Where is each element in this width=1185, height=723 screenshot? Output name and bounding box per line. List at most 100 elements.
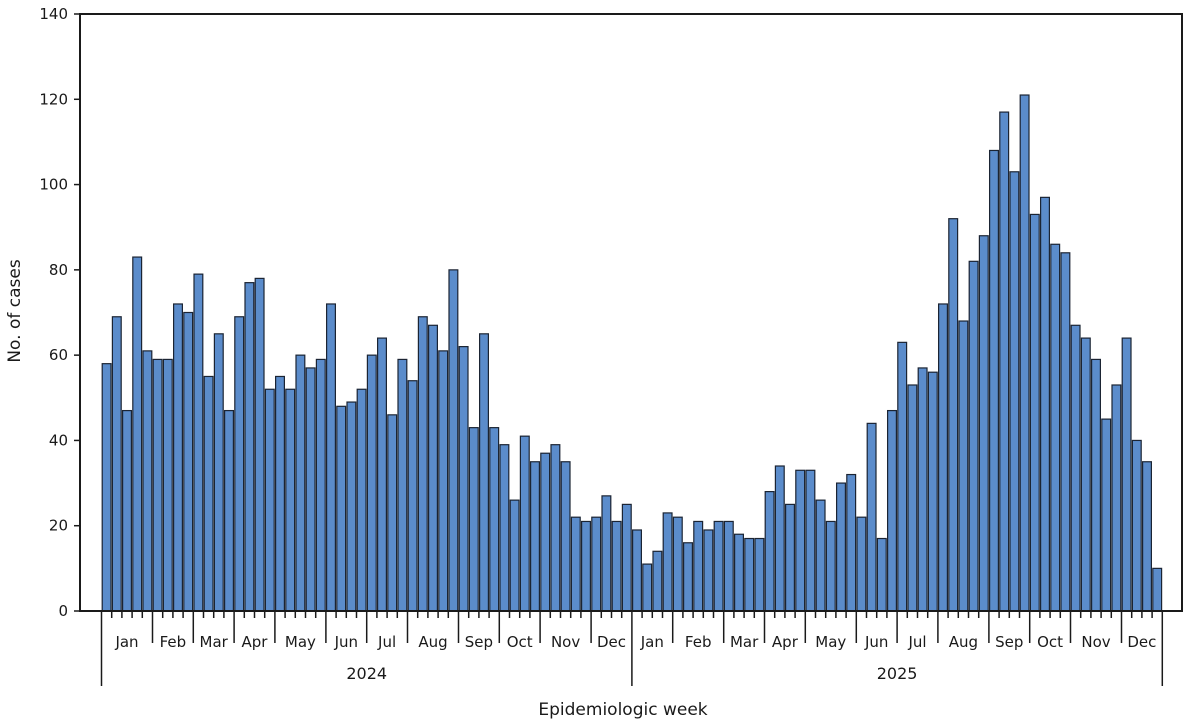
bar — [417, 316, 428, 612]
month-label: Jul — [377, 633, 396, 651]
bar — [275, 375, 286, 612]
bar — [1019, 94, 1030, 612]
bar — [570, 516, 581, 612]
month-label: Mar — [200, 633, 229, 651]
bar — [774, 465, 785, 612]
bar — [1039, 196, 1050, 612]
bar — [224, 409, 235, 612]
year-label: 2025 — [877, 664, 918, 683]
bar — [672, 516, 683, 612]
bar — [407, 380, 418, 612]
bar — [468, 427, 479, 612]
bar — [234, 316, 245, 612]
month-label: Aug — [949, 633, 978, 651]
bar — [254, 277, 265, 612]
bar — [713, 520, 724, 612]
month-label: Jul — [907, 633, 926, 651]
bar — [519, 435, 530, 612]
bar — [744, 537, 755, 612]
bar — [733, 533, 744, 612]
bar — [907, 384, 918, 612]
bar — [438, 350, 449, 612]
month-label: Apr — [772, 633, 799, 651]
bar — [835, 482, 846, 612]
bar — [377, 337, 388, 612]
year-label: 2024 — [346, 664, 387, 683]
bar — [886, 409, 897, 612]
month-label: Oct — [1037, 633, 1063, 651]
month-label: Aug — [418, 633, 447, 651]
bar — [1060, 252, 1071, 612]
bar — [1050, 243, 1061, 612]
bar — [1090, 358, 1101, 612]
bar — [1121, 337, 1132, 612]
bar — [264, 388, 275, 612]
month-label: May — [815, 633, 846, 651]
month-label: Nov — [1081, 633, 1110, 651]
bar — [448, 269, 459, 612]
month-label: May — [285, 633, 316, 651]
bar — [999, 111, 1010, 612]
bar — [1101, 418, 1112, 612]
bar — [499, 444, 510, 612]
bar — [479, 333, 490, 612]
bar — [876, 537, 887, 612]
bar — [458, 346, 469, 612]
bar — [642, 563, 653, 612]
bar — [631, 529, 642, 612]
bar — [285, 388, 296, 612]
bar — [795, 469, 806, 612]
bar — [1111, 384, 1122, 612]
bar — [397, 358, 408, 612]
bar — [121, 409, 132, 612]
bar — [815, 499, 826, 612]
bar — [591, 516, 602, 612]
bar — [1029, 213, 1040, 612]
bar — [662, 512, 673, 612]
bar — [1152, 567, 1163, 612]
month-label: Dec — [1127, 633, 1156, 651]
bar — [540, 452, 551, 612]
bar — [703, 529, 714, 612]
y-tick-label: 140 — [39, 5, 68, 23]
bar — [937, 303, 948, 612]
bar — [866, 422, 877, 612]
bar — [805, 469, 816, 612]
bar — [723, 520, 734, 612]
bar — [489, 427, 500, 612]
bar — [428, 324, 439, 612]
bar — [183, 311, 194, 612]
bar — [550, 444, 561, 612]
month-label: Nov — [551, 633, 580, 651]
bar — [621, 503, 632, 612]
bar — [754, 537, 765, 612]
bar — [1009, 171, 1020, 612]
bar — [825, 520, 836, 612]
bar — [356, 388, 367, 612]
y-tick-label: 60 — [49, 346, 68, 364]
bar — [693, 520, 704, 612]
bar — [315, 358, 326, 612]
bar — [784, 503, 795, 612]
bar — [101, 363, 112, 612]
bar — [958, 320, 969, 612]
bar — [988, 149, 999, 612]
x-axis: Jan Feb Mar Apr May Jun Jul Aug Sep Oct Nov Dec Jan F… — [100, 611, 1164, 686]
month-label: Dec — [597, 633, 626, 651]
bar — [682, 542, 693, 612]
bars-group — [101, 94, 1163, 612]
bar — [560, 461, 571, 612]
month-label: Sep — [995, 633, 1023, 651]
bar — [1131, 439, 1142, 612]
bar — [162, 358, 173, 612]
bar — [346, 401, 357, 612]
bar — [213, 333, 224, 612]
month-label: Feb — [160, 633, 187, 651]
month-label: Mar — [730, 633, 759, 651]
y-tick-label: 100 — [39, 176, 68, 194]
bar — [927, 371, 938, 612]
bar — [295, 354, 306, 612]
bar — [846, 473, 857, 612]
plot-frame — [79, 13, 1183, 612]
